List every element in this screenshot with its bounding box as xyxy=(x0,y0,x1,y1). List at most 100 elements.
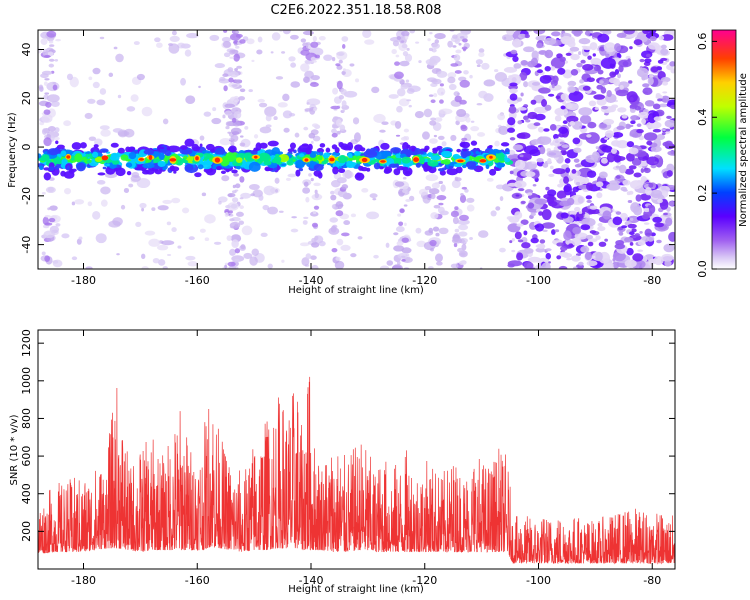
heatmap-x-tick-label: -180 xyxy=(71,274,96,287)
heatmap-hot-spot-core xyxy=(304,158,309,162)
heatmap-speck xyxy=(154,37,161,43)
heatmap-speck xyxy=(209,34,220,41)
heatmap-band-cell xyxy=(440,159,445,164)
heatmap-noise-cell xyxy=(550,66,556,71)
heatmap-streak-speck xyxy=(392,264,403,269)
heatmap-band-cell xyxy=(125,146,131,153)
heatmap-speck xyxy=(95,233,107,244)
heatmap-speck xyxy=(141,106,153,117)
heatmap-noise-cell xyxy=(588,100,597,107)
heatmap-noise-cell xyxy=(643,132,658,141)
heatmap-noise-cell xyxy=(647,77,654,86)
heatmap-y-tick-label: -20 xyxy=(20,187,33,205)
heatmap-y-tick-label: 40 xyxy=(20,43,33,57)
heatmap-streak-speck xyxy=(402,188,408,194)
heatmap-speck xyxy=(156,244,169,251)
heatmap-streak-speck xyxy=(47,51,54,56)
heatmap-band-cell xyxy=(93,144,99,148)
heatmap-speck xyxy=(162,266,168,269)
heatmap-streak-speck xyxy=(335,210,344,217)
heatmap-band-cell xyxy=(157,160,166,167)
heatmap-noise-cell xyxy=(627,199,633,204)
heatmap-streak-speck xyxy=(433,134,437,138)
heatmap-streak-speck xyxy=(303,181,309,187)
heatmap-speck xyxy=(71,201,76,206)
heatmap-speck xyxy=(169,35,180,42)
heatmap-speck xyxy=(310,211,319,217)
heatmap-noise-cell xyxy=(664,140,673,148)
heatmap-streak-speck xyxy=(331,132,338,138)
heatmap-streak-speck xyxy=(336,177,347,184)
heatmap-noise-cell xyxy=(586,134,592,138)
heatmap-speck xyxy=(136,177,151,189)
heatmap-streak-speck xyxy=(52,260,59,264)
snr-y-label: SNR (10 * v/v) xyxy=(9,414,20,485)
heatmap-band-cell xyxy=(134,167,141,171)
heatmap-band-cell xyxy=(413,147,422,155)
heatmap-noise-cell xyxy=(548,201,558,207)
heatmap-speck xyxy=(369,193,378,199)
heatmap-noise-cell xyxy=(634,105,642,111)
heatmap-speck xyxy=(141,266,149,269)
heatmap-noise-cell xyxy=(626,141,635,148)
heatmap-streak-speck xyxy=(229,49,235,55)
heatmap-band-cell xyxy=(214,147,226,155)
heatmap-noise-cell xyxy=(503,66,518,73)
heatmap-speck xyxy=(120,204,126,210)
heatmap-band-cell xyxy=(295,169,301,177)
heatmap-speck xyxy=(123,187,130,193)
heatmap-noise-cell xyxy=(509,137,516,141)
heatmap-streak-speck xyxy=(314,54,321,59)
heatmap-streak-speck xyxy=(340,244,351,251)
heatmap-speck xyxy=(274,188,279,193)
heatmap-speck xyxy=(92,81,100,89)
heatmap-noise-cell xyxy=(652,128,662,133)
heatmap-noise-cell xyxy=(633,172,642,178)
heatmap-noise-cell xyxy=(569,120,576,126)
heatmap-noise-cell xyxy=(620,212,629,222)
heatmap-noise-cell xyxy=(668,200,675,207)
heatmap-speck xyxy=(466,197,475,203)
heatmap-noise-cell xyxy=(552,138,564,147)
heatmap-streak-speck xyxy=(235,33,243,38)
heatmap-streak-speck xyxy=(305,196,310,203)
heatmap-noise-cell xyxy=(556,190,567,199)
heatmap-noise-cell xyxy=(585,234,594,240)
heatmap-noise-cell xyxy=(516,252,524,261)
heatmap-noise-cell xyxy=(646,121,662,129)
heatmap-noise-cell xyxy=(587,55,592,60)
heatmap-noise-cell xyxy=(545,252,551,260)
heatmap-noise-cell xyxy=(566,103,579,111)
heatmap-noise-cell xyxy=(626,152,635,162)
heatmap-noise-cell xyxy=(551,31,561,37)
heatmap-noise-cell xyxy=(530,99,537,105)
heatmap-noise-cell xyxy=(541,222,556,229)
heatmap-speck xyxy=(212,107,217,112)
heatmap-hot-spot-core xyxy=(413,157,420,162)
heatmap-speck xyxy=(416,240,427,248)
heatmap-noise-cell xyxy=(663,212,668,216)
heatmap-speck xyxy=(285,177,291,181)
heatmap-speck xyxy=(288,56,296,62)
heatmap-speck xyxy=(299,242,310,247)
heatmap-band-cell xyxy=(342,145,352,151)
heatmap-speck xyxy=(171,30,177,36)
heatmap-noise-cell xyxy=(643,222,650,225)
heatmap-speck xyxy=(249,256,258,266)
heatmap-noise-cell xyxy=(514,159,526,170)
heatmap-streak-speck xyxy=(235,183,241,189)
heatmap-streak-speck xyxy=(312,35,317,42)
heatmap-streak-speck xyxy=(436,70,448,78)
heatmap-streak-speck xyxy=(44,255,51,262)
snr-x-tick-label: -100 xyxy=(526,574,551,587)
heatmap-streak-speck xyxy=(341,44,346,49)
heatmap-speck xyxy=(139,202,147,209)
heatmap-noise-cell xyxy=(602,118,615,126)
heatmap-speck xyxy=(39,121,45,126)
heatmap-noise-cell xyxy=(562,120,568,124)
heatmap-noise-cell xyxy=(535,223,545,232)
heatmap-speck xyxy=(418,188,429,196)
heatmap-noise-cell xyxy=(642,87,653,96)
heatmap-noise-cell xyxy=(629,180,643,190)
